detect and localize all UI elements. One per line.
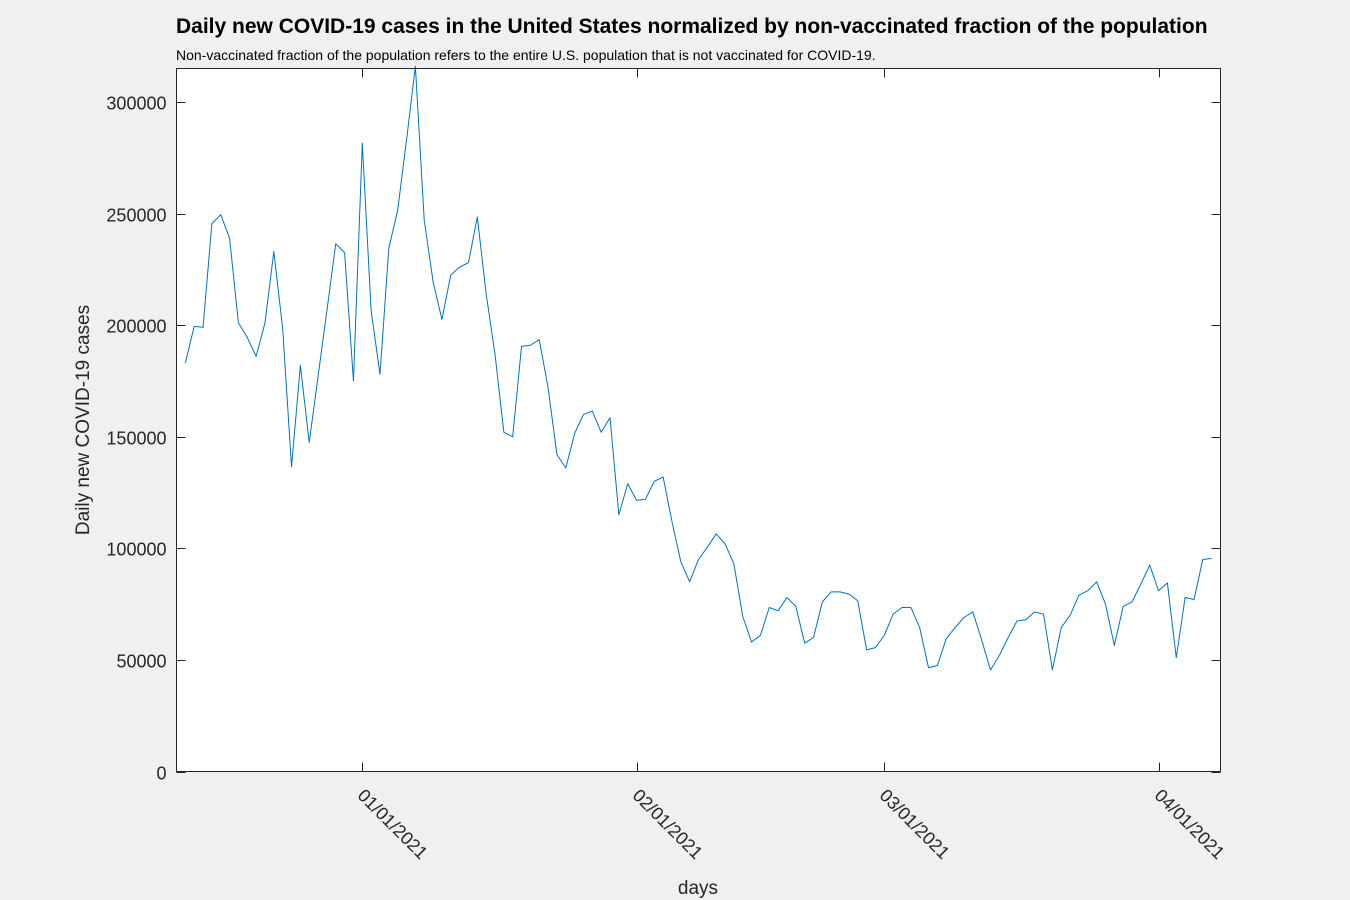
y-tick-label: 150000 bbox=[106, 429, 166, 449]
chart-subtitle: Non-vaccinated fraction of the populatio… bbox=[176, 47, 876, 63]
plot-frame bbox=[176, 68, 1221, 772]
y-ticks: 0 50000 100000 150000 200000 250000 300000 bbox=[106, 94, 1221, 784]
chart-title: Daily new COVID-19 cases in the United S… bbox=[176, 15, 1208, 38]
x-tick-label: 02/01/2021 bbox=[629, 785, 707, 863]
y-tick-label: 300000 bbox=[106, 94, 166, 114]
plot-area bbox=[176, 68, 1221, 772]
y-tick-label: 200000 bbox=[106, 317, 166, 337]
series-line bbox=[184, 65, 1212, 671]
x-tick-label: 03/01/2021 bbox=[876, 785, 954, 863]
x-axis-label: days bbox=[678, 878, 718, 899]
x-tick-label: 04/01/2021 bbox=[1151, 785, 1229, 863]
y-axis-label: Daily new COVID-19 cases bbox=[73, 305, 94, 535]
x-tick-label: 01/01/2021 bbox=[354, 785, 432, 863]
y-tick-label: 100000 bbox=[106, 540, 166, 560]
y-tick-label: 0 bbox=[156, 764, 166, 784]
y-tick-label: 250000 bbox=[106, 206, 166, 226]
y-tick-label: 50000 bbox=[116, 652, 166, 672]
